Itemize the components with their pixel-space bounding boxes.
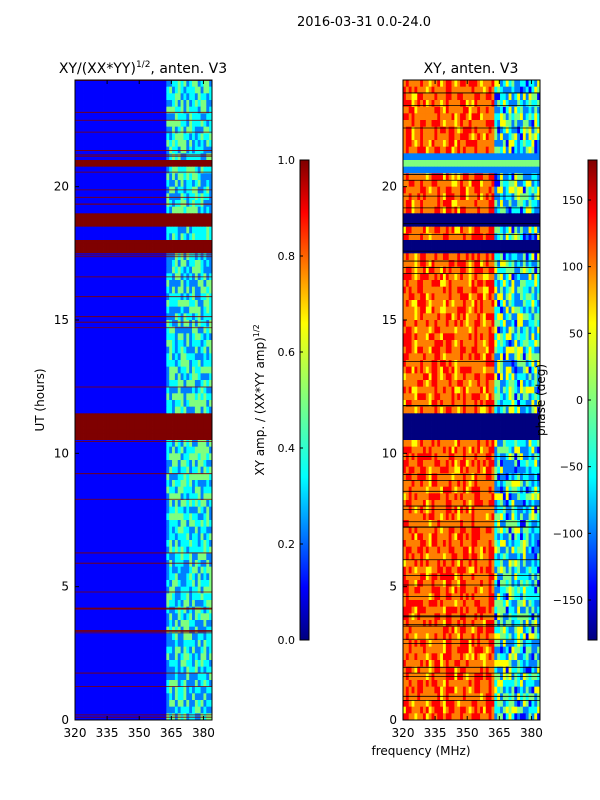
left-x-tick-label: 365 <box>160 726 183 740</box>
amp-colorbar-label: XY amp. / (XX*YY amp)1/2 <box>252 324 267 475</box>
left-y-ticks: 0 5 10 15 20 <box>54 180 79 727</box>
right-x-tick-label: 365 <box>488 726 511 740</box>
left-axes-frame <box>74 79 213 721</box>
phase-colorbar-tick-label: 100 <box>562 261 583 274</box>
right-x-tick-label: 380 <box>520 726 543 740</box>
right-heatmap <box>403 80 541 721</box>
right-panel-title: XY, anten. V3 <box>424 61 519 77</box>
right-x-tick-label: 335 <box>424 726 447 740</box>
left-x-tick-label: 380 <box>192 726 215 740</box>
phase-colorbar-label: phase (deg) <box>534 364 548 436</box>
amp-colorbar <box>299 159 310 641</box>
phase-colorbar-tick-label: 0 <box>576 394 583 407</box>
amp-colorbar-tick-label: 0.4 <box>278 442 296 455</box>
phase-colorbar-ticks: 150 100 50 0 −50 −100 −150 <box>553 194 591 607</box>
right-x-ticks: 320 335 350 365 380 <box>392 80 543 740</box>
amp-colorbar-ticks: 0.0 0.2 0.4 0.6 0.8 1.0 <box>278 154 303 647</box>
left-y-tick-label: 0 <box>61 713 69 727</box>
amp-colorbar-tick-label: 0.6 <box>278 346 296 359</box>
phase-colorbar-tick-label: −50 <box>560 461 583 474</box>
phase-colorbar-tick-label: 50 <box>569 327 583 340</box>
right-x-tick-label: 350 <box>456 726 479 740</box>
amp-colorbar-tick-label: 1.0 <box>278 154 296 167</box>
left-x-ticks: 320 335 350 365 380 <box>64 80 215 740</box>
phase-colorbar-tick-label: 150 <box>562 194 583 207</box>
right-y-tick-label: 0 <box>389 713 397 727</box>
left-y-axis-label: UT (hours) <box>33 368 47 431</box>
phase-colorbar-tick-label: −100 <box>553 527 583 540</box>
left-x-tick-label: 350 <box>128 726 151 740</box>
right-y-tick-label: 20 <box>382 180 397 194</box>
left-y-tick-label: 5 <box>61 580 69 594</box>
left-x-tick-label: 320 <box>64 726 87 740</box>
x-axis-label: frequency (MHz) <box>371 744 470 758</box>
right-x-tick-label: 320 <box>392 726 415 740</box>
right-y-tick-label: 15 <box>382 313 397 327</box>
amp-colorbar-tick-label: 0.0 <box>278 634 296 647</box>
right-axes-frame <box>402 79 541 721</box>
right-y-tick-label: 10 <box>382 446 397 460</box>
left-panel-title: XY/(XX*YY)1/2, anten. V3 <box>59 60 227 77</box>
left-y-tick-label: 10 <box>54 446 69 460</box>
figure-suptitle: 2016-03-31 0.0-24.0 <box>297 15 431 30</box>
right-y-tick-label: 5 <box>389 580 397 594</box>
right-y-ticks: 0 5 10 15 20 <box>382 180 407 727</box>
phase-colorbar-tick-label: −150 <box>553 594 583 607</box>
left-y-tick-label: 20 <box>54 180 69 194</box>
left-heatmap <box>75 80 213 721</box>
left-y-tick-label: 15 <box>54 313 69 327</box>
left-x-tick-label: 335 <box>96 726 119 740</box>
amp-colorbar-tick-label: 0.8 <box>278 250 296 263</box>
amp-colorbar-tick-label: 0.2 <box>278 538 296 551</box>
